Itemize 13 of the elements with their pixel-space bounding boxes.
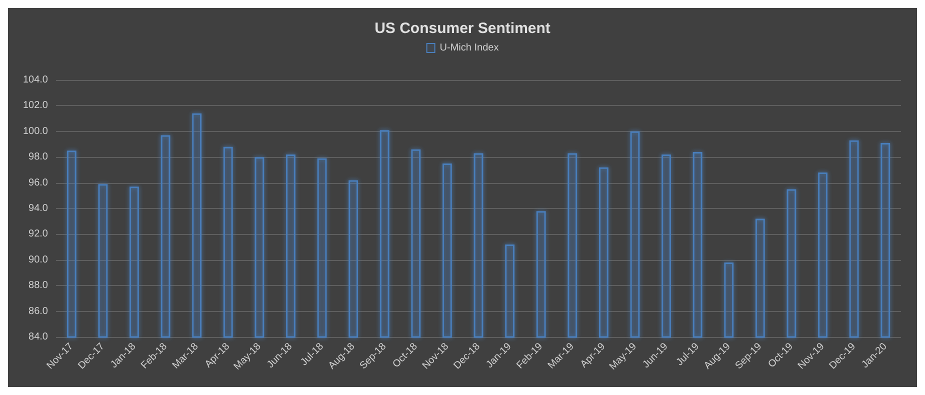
y-tick-label: 86.0: [28, 306, 48, 317]
y-tick-label: 102.0: [22, 100, 48, 112]
y-tick-label: 100.0: [22, 126, 48, 137]
y-tick-label: 88.0: [28, 280, 48, 292]
y-tick-label: 92.0: [28, 228, 48, 240]
y-tick-label: 84.0: [28, 332, 48, 342]
y-tick-label: 104.0: [22, 74, 48, 86]
y-tick-label: 94.0: [28, 203, 48, 214]
legend-label: U-Mich Index: [440, 42, 499, 54]
y-tick-label: 98.0: [28, 152, 48, 163]
chart-title: US Consumer Sentiment: [374, 20, 550, 37]
y-tick-label: 96.0: [28, 177, 48, 188]
y-tick-label: 90.0: [28, 254, 48, 266]
